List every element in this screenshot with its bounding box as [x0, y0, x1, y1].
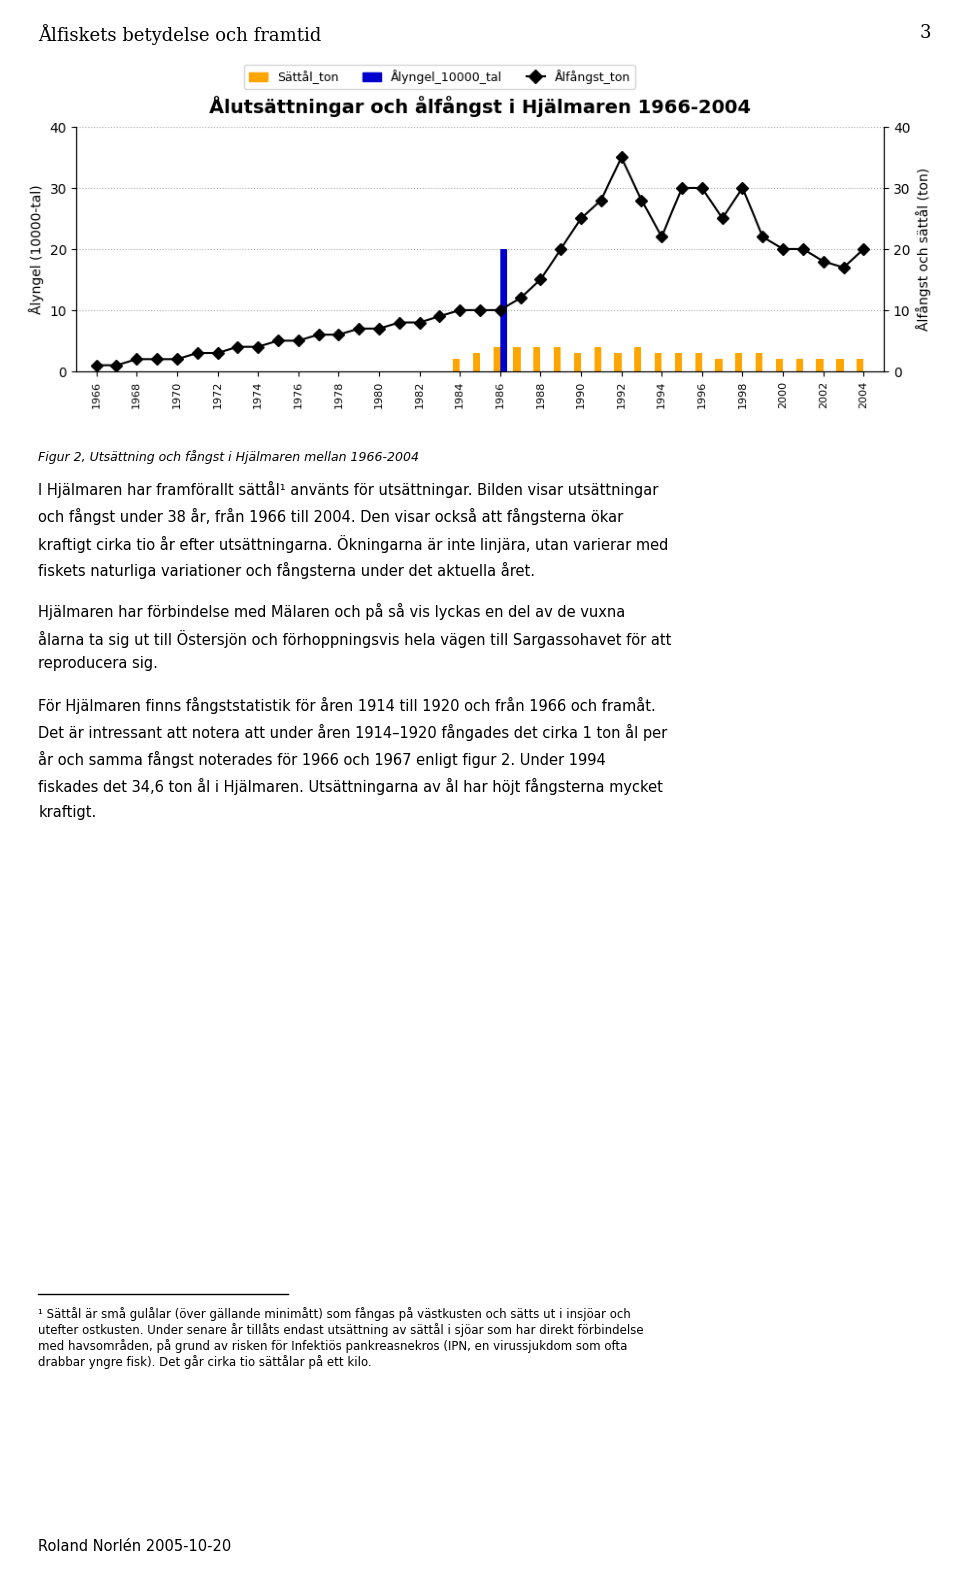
- Text: reproducera sig.: reproducera sig.: [38, 656, 158, 672]
- Text: fiskets naturliga variationer och fångsterna under det aktuella året.: fiskets naturliga variationer och fångst…: [38, 562, 536, 579]
- Text: Roland Norlén 2005-10-20: Roland Norlén 2005-10-20: [38, 1539, 231, 1554]
- Text: Figur 2, Utsättning och fångst i Hjälmaren mellan 1966-2004: Figur 2, Utsättning och fångst i Hjälmar…: [38, 450, 420, 464]
- Text: Det är intressant att notera att under åren 1914–1920 fångades det cirka 1 ton å: Det är intressant att notera att under å…: [38, 724, 667, 742]
- Text: fiskades det 34,6 ton ål i Hjälmaren. Utsättningarna av ål har höjt fångsterna m: fiskades det 34,6 ton ål i Hjälmaren. Ut…: [38, 778, 663, 795]
- Text: För Hjälmaren finns fångststatistik för åren 1914 till 1920 och från 1966 och fr: För Hjälmaren finns fångststatistik för …: [38, 697, 656, 715]
- Text: Hjälmaren har förbindelse med Mälaren och på så vis lyckas en del av de vuxna: Hjälmaren har förbindelse med Mälaren oc…: [38, 603, 626, 620]
- Text: kraftigt cirka tio år efter utsättningarna. Ökningarna är inte linjära, utan var: kraftigt cirka tio år efter utsättningar…: [38, 535, 669, 552]
- Text: kraftigt.: kraftigt.: [38, 805, 97, 821]
- Text: I Hjälmaren har framförallt sättål¹ använts för utsättningar. Bilden visar utsät: I Hjälmaren har framförallt sättål¹ anvä…: [38, 481, 659, 499]
- Text: och fångst under 38 år, från 1966 till 2004. Den visar också att fångsterna ökar: och fångst under 38 år, från 1966 till 2…: [38, 508, 624, 525]
- Text: år och samma fångst noterades för 1966 och 1967 enligt figur 2. Under 1994: år och samma fångst noterades för 1966 o…: [38, 751, 606, 768]
- Text: Ålfiskets betydelse och framtid: Ålfiskets betydelse och framtid: [38, 24, 322, 44]
- Text: ålarna ta sig ut till Östersjön och förhoppningsvis hela vägen till Sargassohave: ålarna ta sig ut till Östersjön och förh…: [38, 630, 672, 647]
- Text: 3: 3: [920, 24, 931, 41]
- Text: ¹ Sättål är små gulålar (över gällande minimått) som fångas på västkusten och sä: ¹ Sättål är små gulålar (över gällande m…: [38, 1307, 644, 1370]
